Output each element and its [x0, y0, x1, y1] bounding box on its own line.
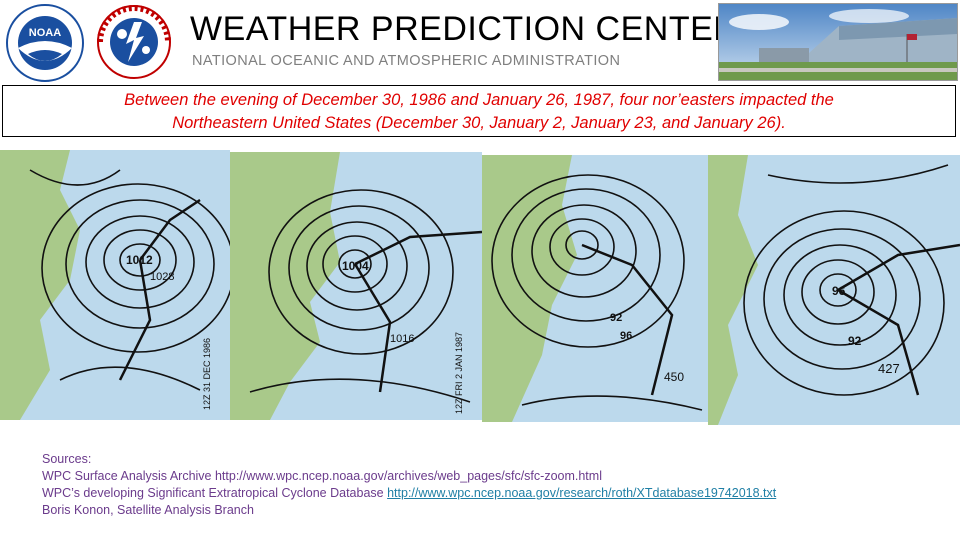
source-cyclone-database: WPC’s developing Significant Extratropic…	[42, 485, 776, 502]
surface-map-dec-30: 1012 1028 12Z 31 DEC 1986	[0, 150, 230, 420]
cyclone-database-link[interactable]: http://www.wpc.ncep.noaa.gov/research/ro…	[387, 486, 777, 500]
noaa-logo: NOAA	[6, 4, 84, 82]
map2-high-label: 1016	[390, 333, 414, 345]
map2-date-label: 12Z FRI 2 JAN 1987	[454, 332, 464, 414]
map3-front-label: 450	[664, 370, 684, 384]
map4-isobar-label-a: 96	[832, 284, 846, 298]
surface-map-jan-23: 92 96 450	[482, 155, 708, 422]
surface-map-jan-26: 96 92 427	[708, 155, 960, 425]
page-title: WEATHER PREDICTION CENTER	[190, 10, 739, 48]
source-surface-archive: WPC Surface Analysis Archive http://www.…	[42, 469, 602, 483]
banner-line-1: Between the evening of December 30, 1986…	[124, 91, 834, 109]
source-satellite-branch: Boris Konon, Satellite Analysis Branch	[42, 503, 254, 517]
event-summary-banner: Between the evening of December 30, 1986…	[2, 85, 956, 137]
map3-isobar-label-a: 92	[610, 312, 622, 324]
map4-front-label: 427	[878, 361, 900, 376]
map1-low-label: 1012	[126, 253, 153, 267]
map3-isobar-label-b: 96	[620, 330, 632, 342]
wpc-building-photo	[718, 3, 958, 81]
source-cyclone-database-label: WPC’s developing Significant Extratropic…	[42, 486, 388, 500]
sources-heading: Sources:	[42, 452, 92, 466]
banner-line-2: Northeastern United States (December 30,…	[172, 114, 786, 132]
map4-isobar-label-b: 92	[848, 334, 862, 348]
page-subtitle: NATIONAL OCEANIC AND ATMOSPHERIC ADMINIS…	[192, 53, 621, 69]
map1-high-label: 1028	[150, 271, 174, 283]
map1-date-label: 12Z 31 DEC 1986	[202, 338, 212, 410]
surface-map-jan-2: 1004 1016 12Z FRI 2 JAN 1987	[230, 152, 482, 420]
nws-logo	[96, 4, 172, 80]
map2-low-label: 1004	[342, 259, 369, 273]
sources-section: Sources: WPC Surface Analysis Archive ht…	[42, 451, 776, 519]
noaa-logo-text: NOAA	[29, 27, 61, 39]
